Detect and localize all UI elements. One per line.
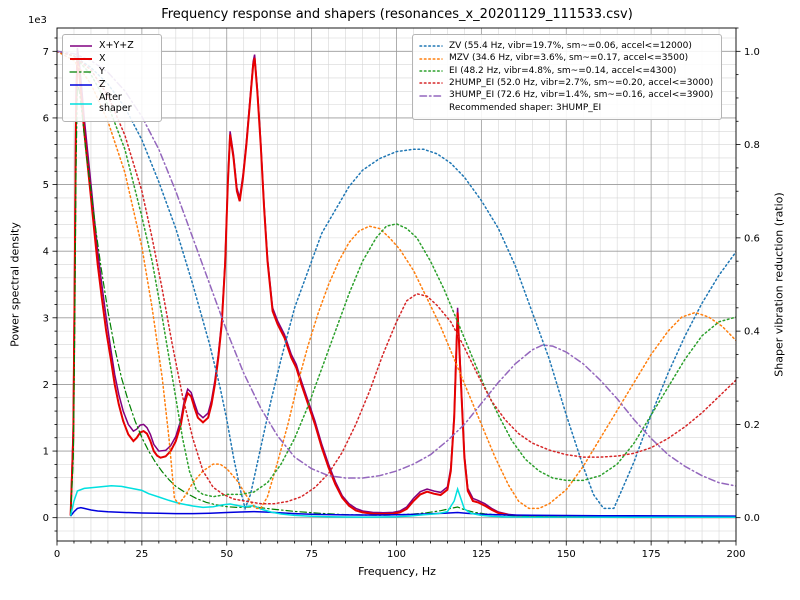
legend-label: X+Y+Z bbox=[99, 40, 134, 51]
legend-label: MZV (34.6 Hz, vibr=3.6%, sm~=0.17, accel… bbox=[449, 53, 689, 64]
legend-label: Y bbox=[99, 65, 105, 77]
x-axis-label: Frequency, Hz bbox=[358, 565, 436, 578]
2hump_ei-line-sample-icon bbox=[419, 82, 443, 84]
x-line-sample-icon bbox=[70, 58, 92, 61]
y-left-tick-label: 7 bbox=[43, 47, 49, 58]
legend-item-x: X bbox=[69, 52, 153, 65]
legend-label: EI (48.2 Hz, vibr=4.8%, sm~=0.14, accel<… bbox=[449, 65, 677, 76]
x-tick-label: 100 bbox=[387, 549, 406, 560]
3hump_ei-line-sample-icon bbox=[419, 94, 443, 97]
legend-item-y: Y bbox=[69, 65, 153, 78]
ticks bbox=[52, 27, 741, 546]
x-tick-label: 75 bbox=[305, 549, 318, 560]
legend-item-2hump_ei: 2HUMP_EI (52.0 Hz, vibr=2.7%, sm~=0.20, … bbox=[419, 78, 713, 88]
blank-sample-icon bbox=[419, 103, 443, 113]
legend-item-recommendation: Recommended shaper: 3HUMP_EI bbox=[419, 103, 713, 113]
z-line-sample-icon bbox=[70, 84, 92, 86]
legend-item-mzv: MZV (34.6 Hz, vibr=3.6%, sm~=0.17, accel… bbox=[419, 53, 713, 63]
legend-item-z: Z bbox=[69, 78, 153, 91]
series-after-shaper bbox=[69, 484, 736, 518]
y-left-tick-label: 2 bbox=[43, 380, 49, 391]
y-left-tick-label: 5 bbox=[43, 180, 49, 191]
y-right-tick-label: 0.2 bbox=[744, 420, 760, 431]
x-tick-label: 50 bbox=[220, 549, 233, 560]
legend-item-ei: EI (48.2 Hz, vibr=4.8%, sm~=0.14, accel<… bbox=[419, 66, 713, 76]
y-right-tick-label: 0.6 bbox=[744, 233, 760, 244]
mzv-line-sample-icon bbox=[419, 57, 443, 60]
after-shaper-line-sample-icon bbox=[70, 102, 92, 105]
series-3hump_ei bbox=[57, 50, 736, 487]
legend-item-x+y+z: X+Y+Z bbox=[69, 40, 153, 52]
legend-label: After shaper bbox=[99, 91, 132, 114]
legend-label: 2HUMP_EI (52.0 Hz, vibr=2.7%, sm~=0.20, … bbox=[449, 78, 714, 89]
chart-title: Frequency response and shapers (resonanc… bbox=[161, 7, 633, 22]
y-left-tick-label: 0 bbox=[43, 513, 49, 524]
legend-label: Recommended shaper: 3HUMP_EI bbox=[449, 102, 602, 113]
y-right-tick-label: 0.0 bbox=[744, 513, 760, 524]
legend-label: Z bbox=[99, 78, 106, 90]
x-tick-label: 175 bbox=[642, 549, 661, 560]
y-left-tick-label: 1 bbox=[43, 447, 49, 458]
y-right-axis-label: Shaper vibration reduction (ratio) bbox=[772, 192, 786, 377]
legend-label: 3HUMP_EI (72.6 Hz, vibr=1.4%, sm~=0.16, … bbox=[449, 90, 714, 101]
shaper-series bbox=[57, 50, 736, 511]
psd-series bbox=[69, 47, 736, 519]
series-2hump_ei bbox=[57, 50, 736, 505]
y-left-tick-label: 6 bbox=[43, 113, 49, 124]
y-right-tick-label: 1.0 bbox=[744, 47, 760, 58]
legend-psd: X+Y+Z X Y Z After shaper bbox=[62, 34, 162, 122]
legend-label: X bbox=[99, 52, 106, 64]
x-tick-label: 0 bbox=[54, 549, 60, 560]
series-z bbox=[70, 506, 736, 517]
legend-item-zv: ZV (55.4 Hz, vibr=19.7%, sm~=0.06, accel… bbox=[419, 41, 713, 51]
series-zv bbox=[57, 50, 736, 511]
y-line-sample-icon bbox=[69, 71, 93, 73]
y-right-tick-label: 0.8 bbox=[744, 140, 760, 151]
legend-item-after-shaper: After shaper bbox=[69, 91, 153, 115]
x-tick-label: 25 bbox=[136, 549, 149, 560]
y-left-tick-label: 3 bbox=[43, 313, 49, 324]
y-axis-offset-text: 1e3 bbox=[28, 15, 47, 26]
series-x bbox=[69, 57, 736, 519]
series-ei bbox=[57, 50, 736, 498]
ei-line-sample-icon bbox=[419, 70, 443, 72]
x-tick-label: 150 bbox=[557, 549, 576, 560]
tick-labels: 0 25 50 75 100 125 150 175 200 0 1 2 3 4 5 6 7 0.0 0.2 0.4 0… bbox=[43, 47, 760, 560]
y-left-tick-label: 4 bbox=[43, 247, 49, 258]
y-right-tick-label: 0.4 bbox=[744, 327, 760, 338]
legend-label: ZV (55.4 Hz, vibr=19.7%, sm~=0.06, accel… bbox=[449, 41, 692, 51]
zv-line-sample-icon bbox=[419, 45, 443, 47]
legend-item-3hump_ei: 3HUMP_EI (72.6 Hz, vibr=1.4%, sm~=0.16, … bbox=[419, 90, 713, 100]
x-tick-label: 200 bbox=[726, 549, 745, 560]
legend-shapers: ZV (55.4 Hz, vibr=19.7%, sm~=0.06, accel… bbox=[412, 34, 723, 121]
series-y bbox=[70, 84, 736, 518]
x+y+z-line-sample-icon bbox=[70, 45, 92, 48]
x-tick-label: 125 bbox=[472, 549, 491, 560]
y-left-axis-label: Power spectral density bbox=[8, 222, 22, 347]
